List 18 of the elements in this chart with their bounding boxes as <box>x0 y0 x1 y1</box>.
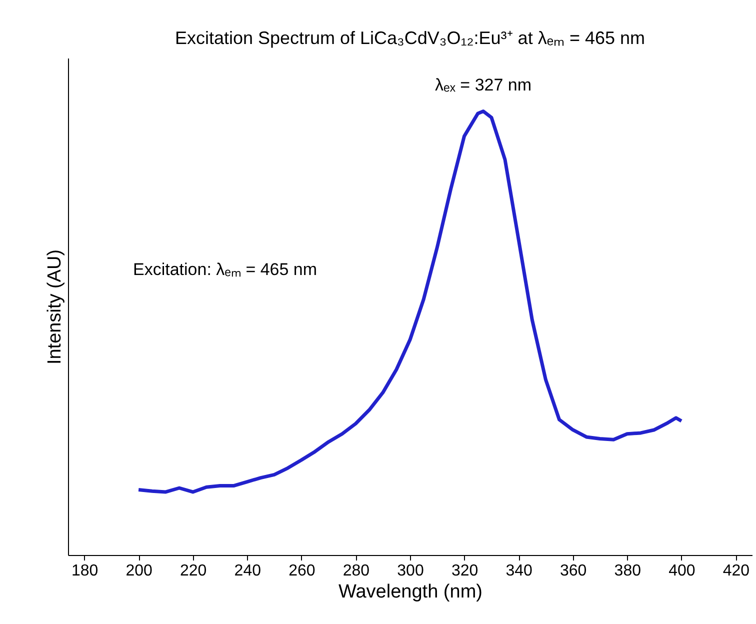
annotation: Excitation: λₑₘ = 465 nm <box>133 260 318 279</box>
x-axis-title: Wavelength (nm) <box>338 582 482 602</box>
x-tick-label: 320 <box>451 562 478 580</box>
chart-title: Excitation Spectrum of LiCa₃CdV₃O₁₂:Eu³⁺ at λₑₘ = 465 nm <box>174 28 646 48</box>
x-tick-label: 340 <box>506 562 533 580</box>
x-tick-label: 300 <box>397 562 424 580</box>
x-tick-label: 200 <box>126 562 153 580</box>
x-tick-label: 240 <box>234 562 262 580</box>
x-tick-label: 380 <box>614 562 642 580</box>
x-tick-label: 180 <box>71 562 98 580</box>
x-tick-label: 220 <box>180 562 207 580</box>
x-tick-label: 260 <box>288 562 316 580</box>
x-tick-label: 420 <box>722 562 750 580</box>
x-tick-label: 400 <box>668 562 696 580</box>
x-tick-label: 360 <box>560 562 587 580</box>
x-tick-label: 280 <box>342 562 370 580</box>
y-axis-title: Intensity (AU) <box>44 249 66 365</box>
annotation: λₑₓ = 327 nm <box>435 75 532 94</box>
